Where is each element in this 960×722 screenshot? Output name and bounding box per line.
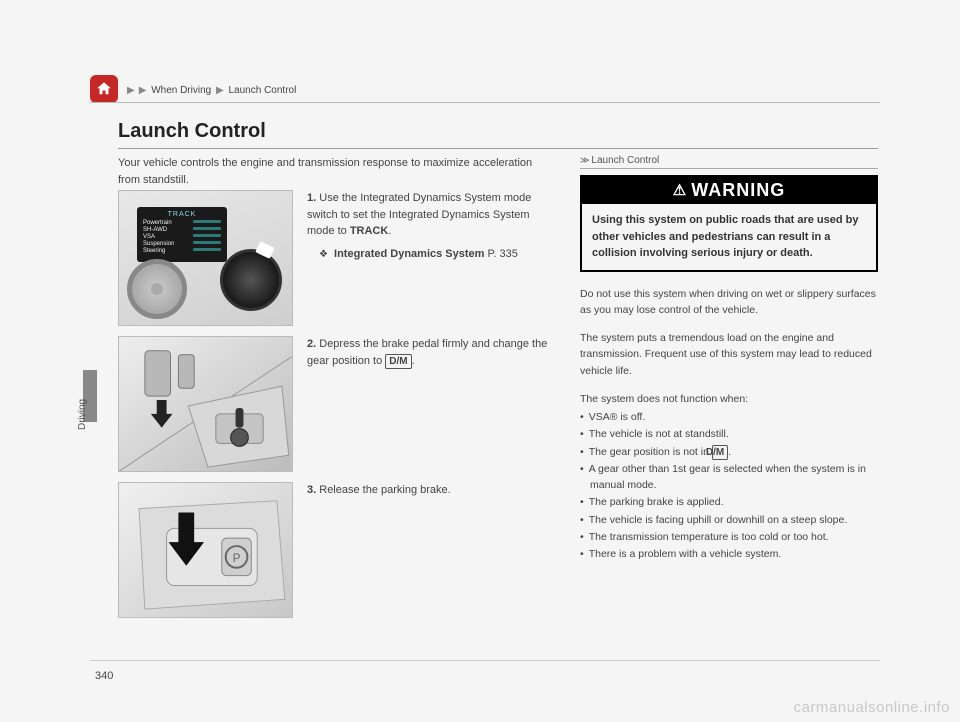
side-header: ≫Launch Control [580,155,878,169]
ref-page: P. 335 [487,248,517,260]
page-number: 340 [95,670,113,682]
chevron-icon: ▶ [216,85,224,96]
section-label: Driving [77,399,88,430]
step-body: Use the Integrated Dynamics System mode … [307,192,531,237]
chevron-icon: ▶ [139,85,147,96]
side-note-2: The system puts a tremendous load on the… [580,330,878,379]
svg-text:P: P [233,551,241,565]
page-title: Launch Control [118,120,266,143]
warning-title: ⚠WARNING [582,177,876,204]
mode-dial-icon [220,249,282,311]
side-column: ≫Launch Control ⚠WARNING Using this syst… [580,155,878,563]
divider [118,148,878,149]
figure-1: TRACK Powertrain SH-AWD VSA Suspension S… [118,190,293,326]
step-num: 1. [307,192,316,204]
divider [90,102,880,103]
warning-title-text: WARNING [691,180,785,200]
disp-row: SH-AWD [143,227,167,233]
step-2: 2. Depress the brake pedal firmly and ch… [118,336,558,472]
list-item: The parking brake is applied. [580,494,878,510]
home-icon[interactable] [90,75,118,103]
li-text: The gear position is not in [589,446,712,458]
breadcrumb-level2: Launch Control [228,85,296,96]
dash-display: TRACK Powertrain SH-AWD VSA Suspension S… [137,207,227,262]
watermark: carmanualsonline.info [794,699,950,716]
step-num: 3. [307,484,316,496]
book-icon: ❖ [319,249,328,260]
gear-badge: D/M [385,354,411,369]
list-item: A gear other than 1st gear is selected w… [580,461,878,494]
list-intro: The system does not function when: [580,391,878,407]
li-text: . [728,446,731,458]
list-item: The vehicle is facing uphill or downhill… [580,512,878,528]
chevron-icon: ▶ [127,85,135,96]
ref-label: Integrated Dynamics System [334,248,484,260]
breadcrumb-level1: When Driving [151,85,211,96]
chevron-icon: ≫ [580,155,589,165]
conditions-list: VSA® is off. The vehicle is not at stand… [580,409,878,562]
mode-label: TRACK [143,211,221,218]
cross-ref: ❖ Integrated Dynamics System P. 335 [307,246,558,263]
warning-box: ⚠WARNING Using this system on public roa… [580,175,878,272]
step-3: P 3. Release the parking brake. [118,482,558,618]
disp-row: Steering [143,248,165,254]
step-after: . [412,355,415,367]
step-1-text: 1. Use the Integrated Dynamics System mo… [307,190,558,326]
step-2-text: 2. Depress the brake pedal firmly and ch… [307,336,558,472]
step-body: Release the parking brake. [319,484,450,496]
step-bold: TRACK [350,225,389,237]
figure-3: P [118,482,293,618]
step-after: . [388,225,391,237]
step-1: TRACK Powertrain SH-AWD VSA Suspension S… [118,190,558,326]
divider [90,660,880,661]
intro-text: Your vehicle controls the engine and tra… [118,155,538,188]
warning-triangle-icon: ⚠ [673,182,687,199]
disp-row: Suspension [143,241,174,247]
steps-column: TRACK Powertrain SH-AWD VSA Suspension S… [118,190,558,628]
disp-row: Powertrain [143,220,172,226]
step-num: 2. [307,338,316,350]
side-header-text: Launch Control [591,155,659,166]
breadcrumb: ▶ ▶ When Driving ▶ Launch Control [125,85,296,96]
list-item: VSA® is off. [580,409,878,425]
step-3-text: 3. Release the parking brake. [307,482,558,618]
step-body: Depress the brake pedal firmly and chang… [307,338,547,367]
steering-wheel-icon [127,259,187,319]
figure-2 [118,336,293,472]
side-note-1: Do not use this system when driving on w… [580,286,878,319]
gear-badge: D/M [712,445,728,460]
warning-body: Using this system on public roads that a… [582,204,876,270]
disp-row: VSA [143,234,155,240]
list-item: The gear position is not in D/M. [580,444,878,460]
list-item: There is a problem with a vehicle system… [580,546,878,562]
list-item: The vehicle is not at standstill. [580,426,878,442]
list-item: The transmission temperature is too cold… [580,529,878,545]
